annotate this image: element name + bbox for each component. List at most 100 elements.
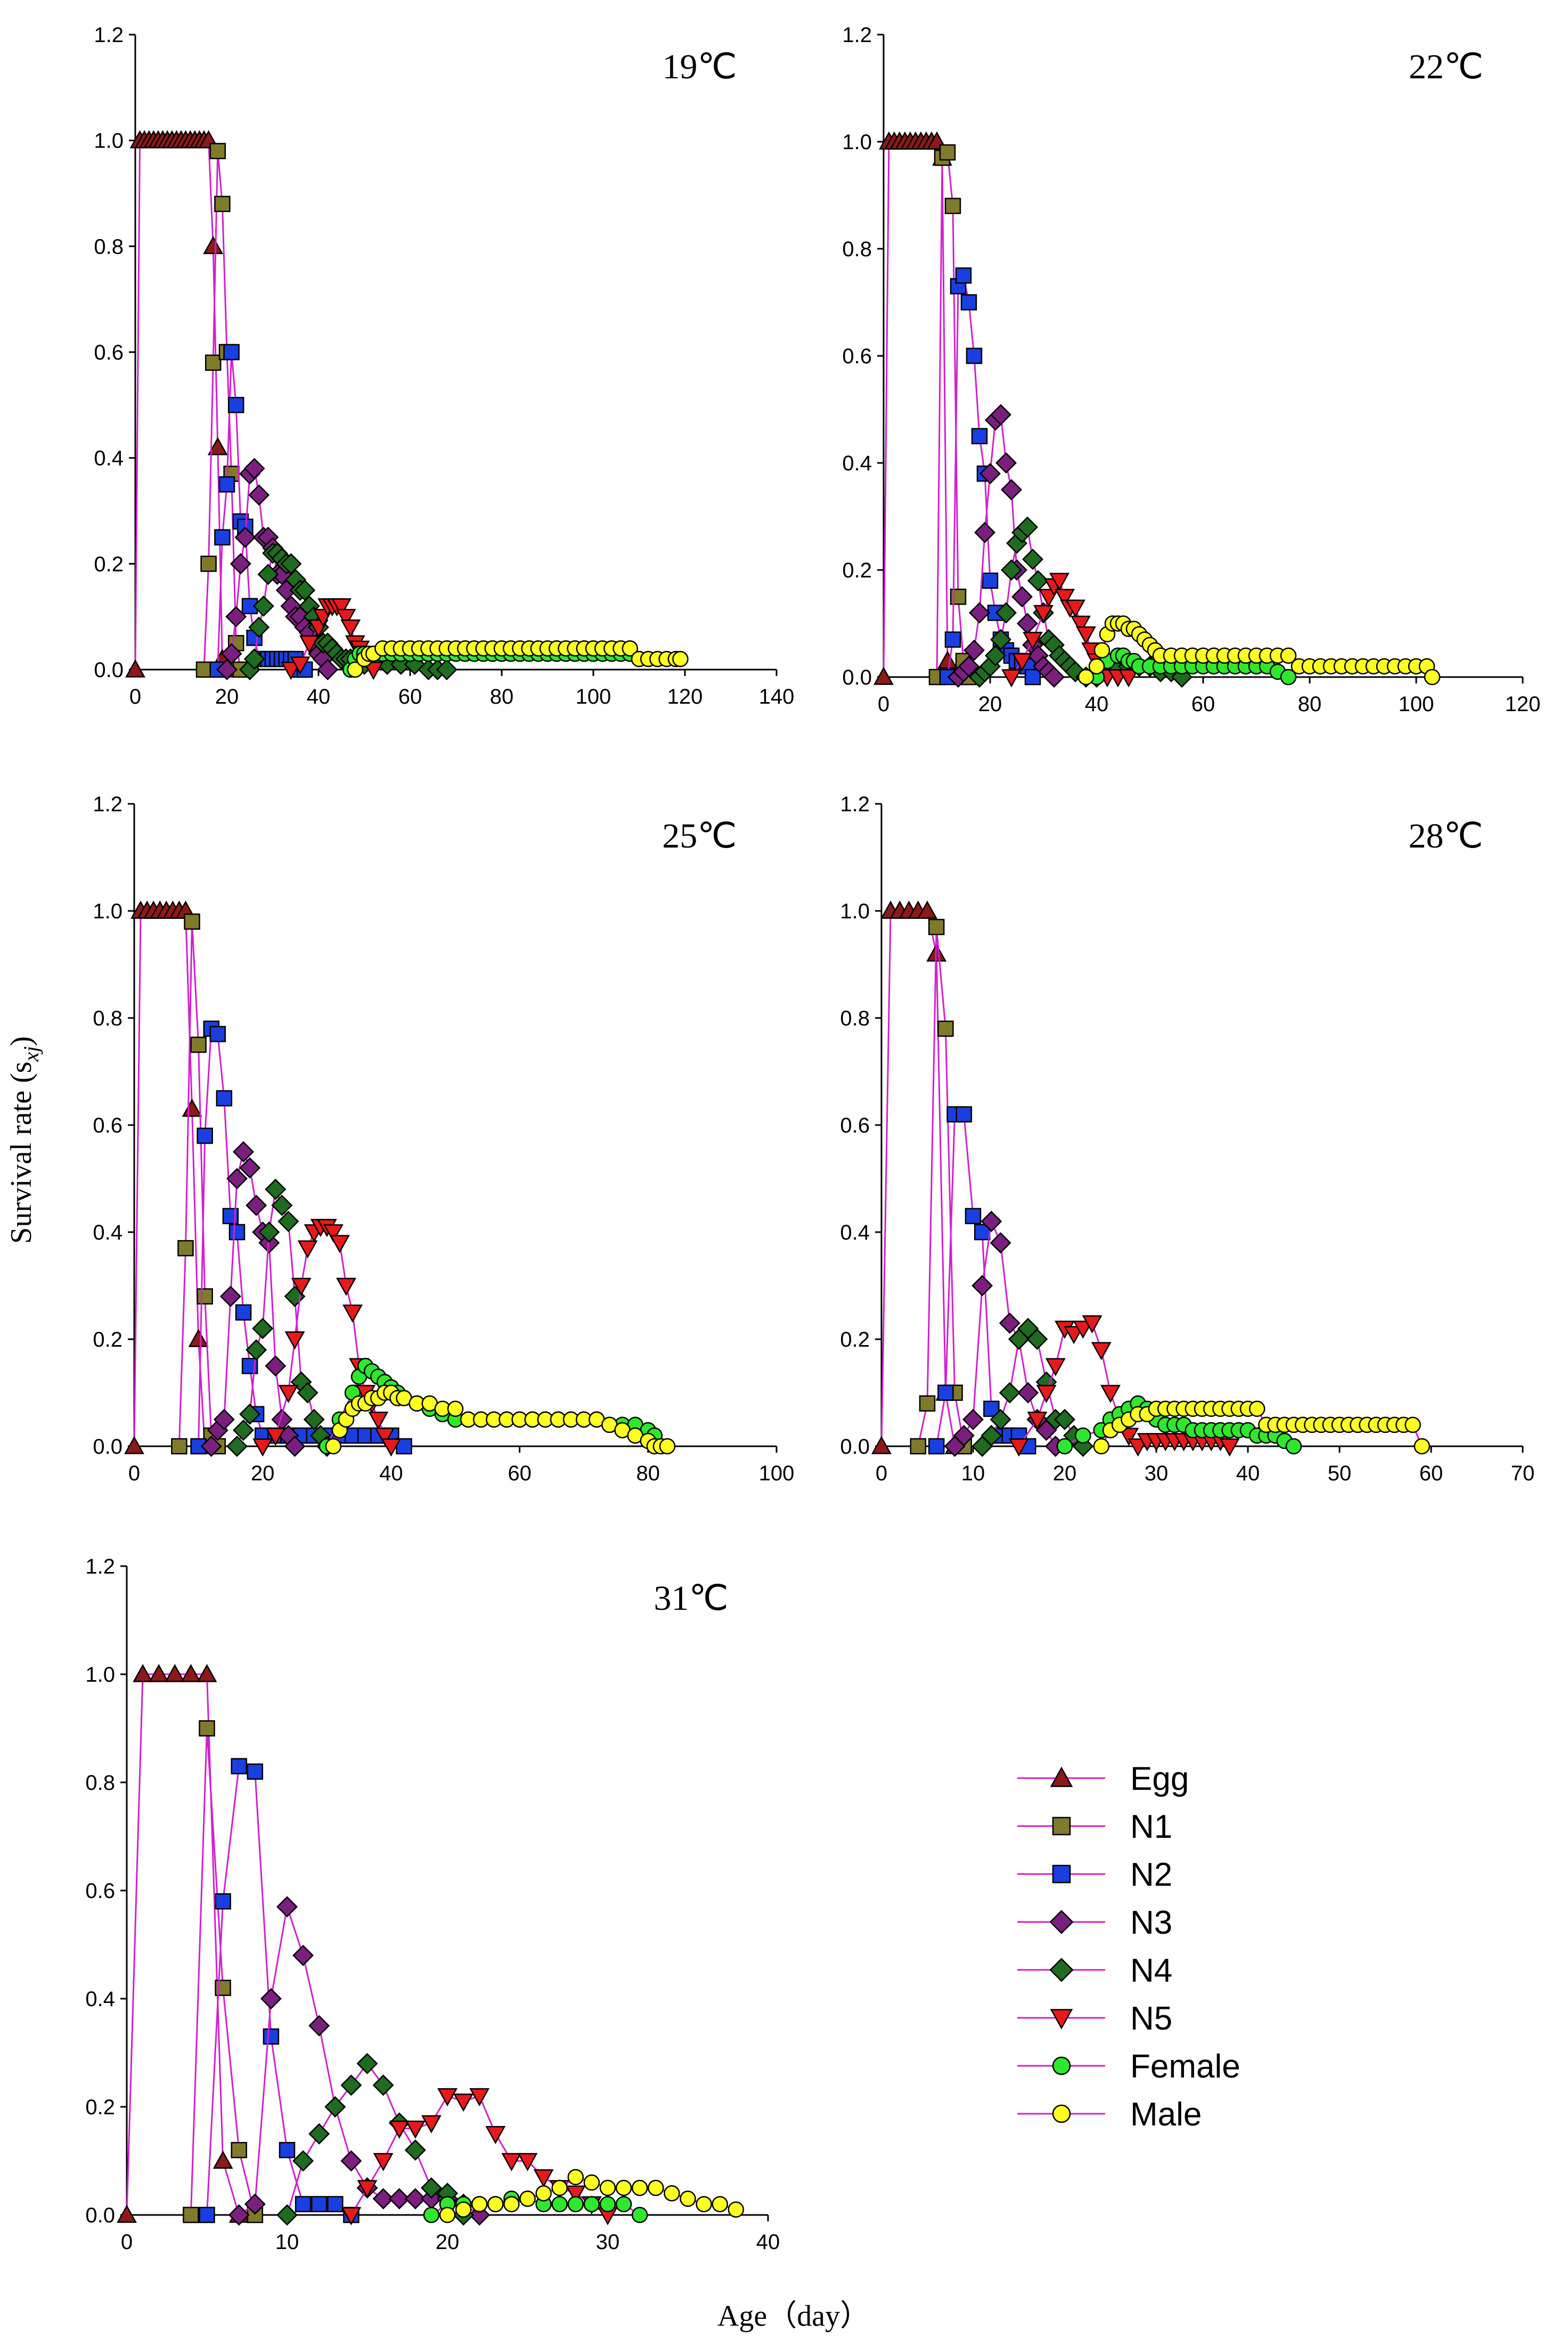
point-male [583,2174,600,2191]
y-tick-label: 1.2 [85,1555,115,1578]
point-n2 [227,397,244,413]
y-tick-label: 0.6 [840,1114,870,1137]
point-n5 [1128,1438,1148,1457]
point-n5 [421,2115,442,2133]
point-n3 [1043,666,1065,688]
point-n1 [190,1037,207,1053]
point-n3 [963,639,985,661]
point-n4 [303,1408,325,1430]
point-n1 [171,1438,187,1455]
point-n1 [209,143,226,159]
series-n1 [183,1720,264,2223]
chart-panel-31: 0.0 0.2 0.4 0.6 0.8 1.0 1.2 0 10 20 30 40 31℃ [85,1555,780,2254]
point-n5 [331,598,352,617]
point-n3 [233,1141,254,1163]
point-female [1075,1427,1091,1444]
point-n2 [199,2206,215,2223]
point-n4 [246,1339,267,1361]
point-n2 [231,1758,247,1774]
point-n4 [265,1178,287,1200]
y-tick-label: 0.2 [94,552,124,576]
point-female [1280,669,1297,686]
point-n4 [252,1317,274,1339]
x-tick-label: 100 [576,685,611,708]
y-tick-label: 0.6 [842,345,872,368]
point-n5 [278,1384,299,1403]
point-n5 [297,1240,318,1259]
series-male [347,640,689,678]
x-tick-label: 80 [490,685,514,708]
point-n3 [308,2015,330,2037]
point-n4 [999,1382,1020,1404]
point-n3 [248,484,270,506]
y-tick-label: 0.0 [94,658,124,682]
point-n3 [958,655,979,677]
point-n5 [485,2126,506,2145]
x-tick-label: 40 [1085,693,1109,716]
point-n3 [265,1355,287,1377]
y-tick-label: 1.2 [94,23,124,47]
point-n2 [263,2028,280,2045]
panel-temperature-label: 22℃ [1409,47,1483,86]
point-n3 [284,1436,306,1457]
point-n5 [1064,1326,1084,1345]
series-n2 [928,1106,1036,1455]
y-tick-label: 0.4 [85,1987,115,2011]
panel-temperature-label: 31℃ [654,1579,728,1618]
series-n5 [341,2088,618,2226]
point-n4 [340,2074,362,2096]
legend-marker-male [1052,2104,1071,2123]
series-n3 [228,1896,491,2226]
point-n4 [292,2150,314,2172]
point-n1 [184,913,200,930]
point-n2 [295,2196,312,2212]
legend-marker-n5 [1050,2009,1073,2030]
point-n2 [235,1304,252,1321]
point-n1 [910,1438,927,1455]
point-n5 [501,2153,522,2171]
series-male [1077,615,1441,686]
point-n2 [982,572,999,589]
x-tick-label: 20 [215,685,239,708]
point-male [1404,1416,1421,1433]
point-n5 [373,2153,394,2171]
point-n5 [329,1235,350,1253]
point-n5 [1073,1321,1093,1339]
x-tick-label: 60 [1419,1462,1443,1485]
point-n2 [971,428,988,444]
point-n3 [216,659,238,680]
legend-item-egg: Egg [1017,1761,1189,1797]
point-male [728,2201,745,2218]
y-tick-label: 1.2 [93,793,123,816]
point-male [1424,669,1441,686]
point-n2 [223,344,240,361]
point-n2 [215,1893,231,1910]
point-egg [125,659,145,678]
point-n4 [1065,661,1086,682]
point-n3 [971,1275,993,1297]
point-male [712,2196,728,2212]
x-tick-label: 20 [978,693,1002,716]
point-n3 [990,404,1011,426]
point-n5 [389,2120,410,2139]
point-n5 [1100,1384,1121,1403]
y-tick-label: 0.2 [840,1328,870,1351]
y-tick-label: 1.0 [94,129,124,153]
point-female [631,2206,648,2223]
y-tick-label: 0.6 [85,1879,115,1903]
point-egg [207,437,228,455]
point-n5 [299,635,320,654]
point-female [615,2196,632,2212]
series-line-egg [126,1673,240,2215]
x-axis-title: Age（day） [717,2300,870,2333]
point-n4 [277,1210,299,1232]
point-n5 [284,1331,305,1350]
chart-panels: 0.00.20.40.60.81.01.20 20 40 60 80 100 120 1401… [85,23,1540,2254]
point-n5 [1219,1438,1240,1457]
point-n5 [323,1224,344,1243]
point-egg [873,666,894,685]
series-male [325,1384,676,1455]
x-tick-label: 60 [508,1462,532,1485]
x-tick-label: 140 [759,685,795,708]
